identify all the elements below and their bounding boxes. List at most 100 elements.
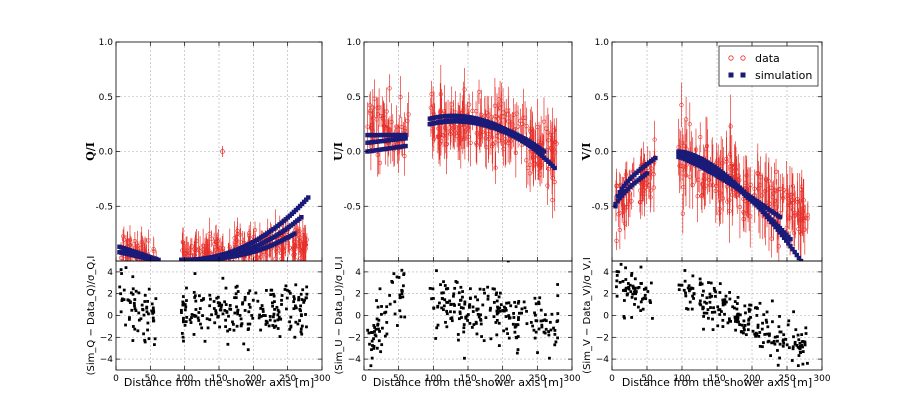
residual-point — [537, 327, 541, 331]
residual-point — [765, 332, 769, 336]
data-point — [621, 204, 627, 209]
residual-point — [629, 290, 633, 294]
data-point — [180, 265, 184, 269]
residual-point — [462, 323, 466, 326]
residual-point — [236, 308, 240, 312]
data-point — [769, 236, 774, 241]
data-point — [211, 242, 217, 247]
residual-point — [743, 328, 746, 332]
data-point — [718, 191, 723, 196]
data-point — [238, 232, 243, 237]
residual-point — [181, 300, 185, 304]
data-point — [303, 242, 308, 247]
simulation-point — [403, 143, 408, 149]
simulation-point — [644, 171, 650, 176]
data-point — [437, 141, 443, 146]
residual-point — [779, 330, 783, 334]
residual-point — [254, 291, 258, 295]
residual-point — [513, 325, 517, 329]
residual-point — [180, 311, 183, 314]
data-point — [652, 137, 657, 142]
residual-point — [440, 306, 444, 310]
residual-point — [267, 324, 271, 328]
residual-point — [200, 326, 204, 330]
data-point — [140, 260, 144, 261]
residual-point — [556, 283, 560, 286]
residual-point — [723, 298, 727, 302]
residual-point — [646, 290, 650, 293]
residual-point — [516, 301, 520, 305]
residual-point — [541, 319, 545, 323]
residual-point — [188, 318, 192, 322]
residual-point — [153, 337, 157, 341]
residual-point — [370, 331, 373, 334]
residual-point — [504, 315, 508, 318]
data-point — [614, 184, 619, 189]
residual-point — [235, 324, 239, 328]
data-point — [679, 102, 684, 108]
residual-point — [686, 286, 690, 290]
data-point — [477, 130, 483, 135]
residual-point — [721, 303, 725, 307]
residual-point — [699, 303, 703, 307]
residual-point — [644, 297, 648, 301]
data-point — [489, 115, 494, 120]
residual-point — [261, 310, 265, 313]
residual-point — [703, 300, 707, 304]
residual-point — [682, 288, 686, 292]
residual-point — [804, 326, 808, 330]
residual-point — [742, 331, 745, 335]
residual-point — [264, 319, 268, 323]
x-tick-label: 50 — [145, 374, 157, 384]
y-axis-label: Q/I — [84, 142, 97, 161]
residual-point — [625, 293, 629, 297]
data-point — [405, 118, 410, 123]
residual-point — [728, 291, 731, 294]
residual-point — [724, 300, 728, 304]
residual-point — [542, 330, 546, 334]
residual-point — [622, 315, 626, 318]
residual-point — [208, 318, 212, 322]
residual-point — [385, 332, 389, 336]
residual-point — [458, 312, 462, 315]
residual-point — [723, 302, 727, 306]
residual-point — [224, 318, 228, 322]
residual-point — [642, 287, 646, 291]
residual-point — [399, 315, 403, 319]
residual-point — [182, 316, 185, 320]
residual-point — [220, 303, 224, 307]
residual-point — [450, 316, 454, 320]
residual-point — [709, 306, 712, 309]
residual-point — [479, 318, 483, 322]
residual-point — [634, 297, 637, 301]
residual-point — [133, 304, 136, 308]
residual-point — [288, 291, 292, 295]
residual-point — [247, 303, 251, 306]
residual-point — [763, 333, 767, 336]
residual-point — [259, 315, 263, 318]
residual-point — [721, 318, 725, 322]
residual-point — [137, 291, 141, 295]
simulation-point — [299, 215, 304, 220]
residual-point — [268, 318, 272, 322]
residual-y-tick-label: 0 — [603, 312, 609, 322]
residual-point — [229, 307, 233, 311]
data-point — [274, 249, 279, 255]
residual-point — [236, 312, 240, 316]
residual-point — [498, 291, 502, 295]
data-point — [626, 201, 631, 206]
residual-point — [731, 305, 735, 309]
residual-point — [243, 298, 247, 302]
data-point — [365, 124, 370, 129]
residual-point — [765, 310, 769, 314]
residual-point — [390, 280, 394, 283]
residual-point — [141, 308, 145, 312]
data-point — [545, 130, 550, 135]
x-tick-label: 250 — [279, 374, 296, 384]
data-point — [220, 149, 225, 154]
residual-point — [777, 325, 781, 329]
residual-point — [716, 324, 720, 328]
residual-point — [370, 348, 373, 352]
residual-point — [516, 348, 520, 351]
data-point — [220, 246, 226, 251]
